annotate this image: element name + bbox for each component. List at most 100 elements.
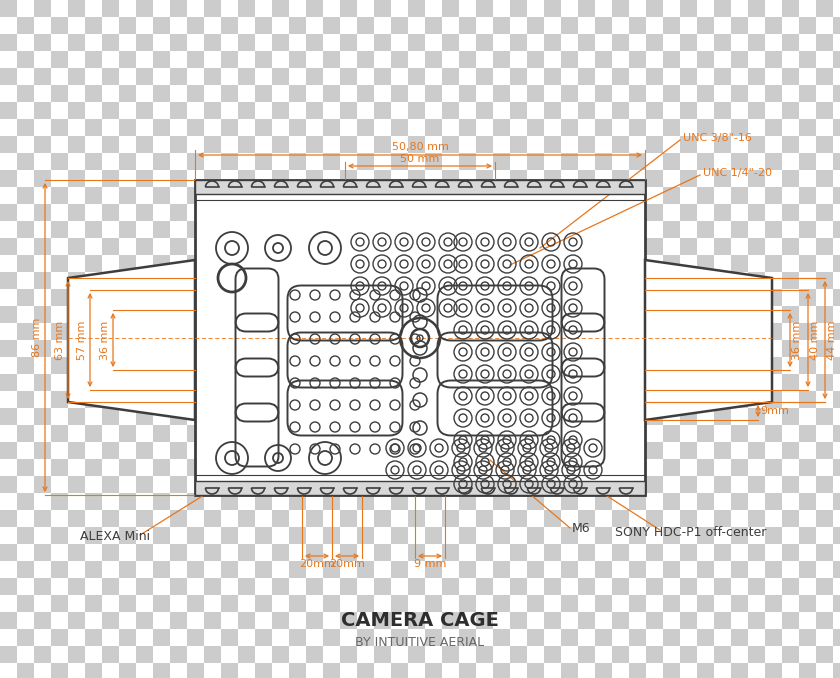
Bar — [612, 408, 629, 425]
Bar — [765, 272, 782, 289]
Bar — [714, 85, 731, 102]
Bar — [238, 391, 255, 408]
Bar — [136, 51, 153, 68]
Bar — [374, 85, 391, 102]
Bar — [391, 663, 408, 678]
Bar — [816, 442, 833, 459]
Bar — [612, 34, 629, 51]
Bar — [544, 238, 561, 255]
Bar — [170, 612, 187, 629]
Bar — [833, 510, 840, 527]
Bar — [782, 561, 799, 578]
Bar — [34, 544, 51, 561]
Bar — [289, 476, 306, 493]
Bar — [391, 238, 408, 255]
Bar — [136, 255, 153, 272]
Bar — [629, 476, 646, 493]
Bar — [357, 153, 374, 170]
Bar — [459, 204, 476, 221]
Bar — [51, 561, 68, 578]
Bar — [391, 561, 408, 578]
Bar — [0, 221, 17, 238]
Bar — [765, 204, 782, 221]
Bar — [476, 306, 493, 323]
Bar — [408, 238, 425, 255]
Bar — [238, 51, 255, 68]
Bar — [731, 323, 748, 340]
Bar — [612, 170, 629, 187]
Bar — [782, 442, 799, 459]
Bar — [799, 102, 816, 119]
Bar — [544, 408, 561, 425]
Bar — [799, 187, 816, 204]
Bar — [731, 238, 748, 255]
Bar — [510, 578, 527, 595]
Bar — [289, 255, 306, 272]
Bar — [17, 357, 34, 374]
Bar — [544, 357, 561, 374]
Bar — [646, 612, 663, 629]
Bar — [408, 425, 425, 442]
Bar — [782, 119, 799, 136]
Bar — [170, 170, 187, 187]
Bar — [731, 17, 748, 34]
Bar — [374, 459, 391, 476]
Bar — [833, 527, 840, 544]
Bar — [187, 595, 204, 612]
Bar — [170, 425, 187, 442]
Bar — [714, 476, 731, 493]
Bar — [782, 629, 799, 646]
Bar — [51, 425, 68, 442]
Bar — [153, 459, 170, 476]
Bar — [459, 527, 476, 544]
Bar — [646, 357, 663, 374]
Bar — [544, 425, 561, 442]
Bar — [391, 646, 408, 663]
Bar — [578, 663, 595, 678]
Bar — [646, 476, 663, 493]
Bar — [306, 442, 323, 459]
Bar — [272, 391, 289, 408]
Bar — [51, 85, 68, 102]
Bar — [459, 289, 476, 306]
Bar — [748, 272, 765, 289]
Bar — [221, 170, 238, 187]
Bar — [833, 561, 840, 578]
Bar — [221, 255, 238, 272]
Bar — [323, 476, 340, 493]
Bar — [833, 289, 840, 306]
Bar — [595, 204, 612, 221]
Bar — [102, 578, 119, 595]
Bar — [289, 629, 306, 646]
Bar — [663, 391, 680, 408]
Bar — [799, 255, 816, 272]
Bar — [816, 119, 833, 136]
Bar — [510, 493, 527, 510]
Bar — [119, 221, 136, 238]
Bar — [357, 663, 374, 678]
Bar — [646, 238, 663, 255]
Bar — [646, 459, 663, 476]
Bar — [680, 374, 697, 391]
Bar — [425, 391, 442, 408]
Bar — [561, 136, 578, 153]
Bar — [561, 170, 578, 187]
Bar — [357, 544, 374, 561]
Bar — [102, 34, 119, 51]
Bar — [714, 561, 731, 578]
Bar — [816, 476, 833, 493]
Bar — [493, 493, 510, 510]
Bar — [85, 187, 102, 204]
Bar — [17, 425, 34, 442]
Bar — [833, 17, 840, 34]
Bar — [289, 374, 306, 391]
Bar — [697, 17, 714, 34]
Bar — [136, 374, 153, 391]
Bar — [34, 646, 51, 663]
Bar — [782, 340, 799, 357]
Bar — [680, 119, 697, 136]
Bar — [136, 17, 153, 34]
Bar — [255, 595, 272, 612]
Bar — [493, 425, 510, 442]
Bar — [255, 85, 272, 102]
